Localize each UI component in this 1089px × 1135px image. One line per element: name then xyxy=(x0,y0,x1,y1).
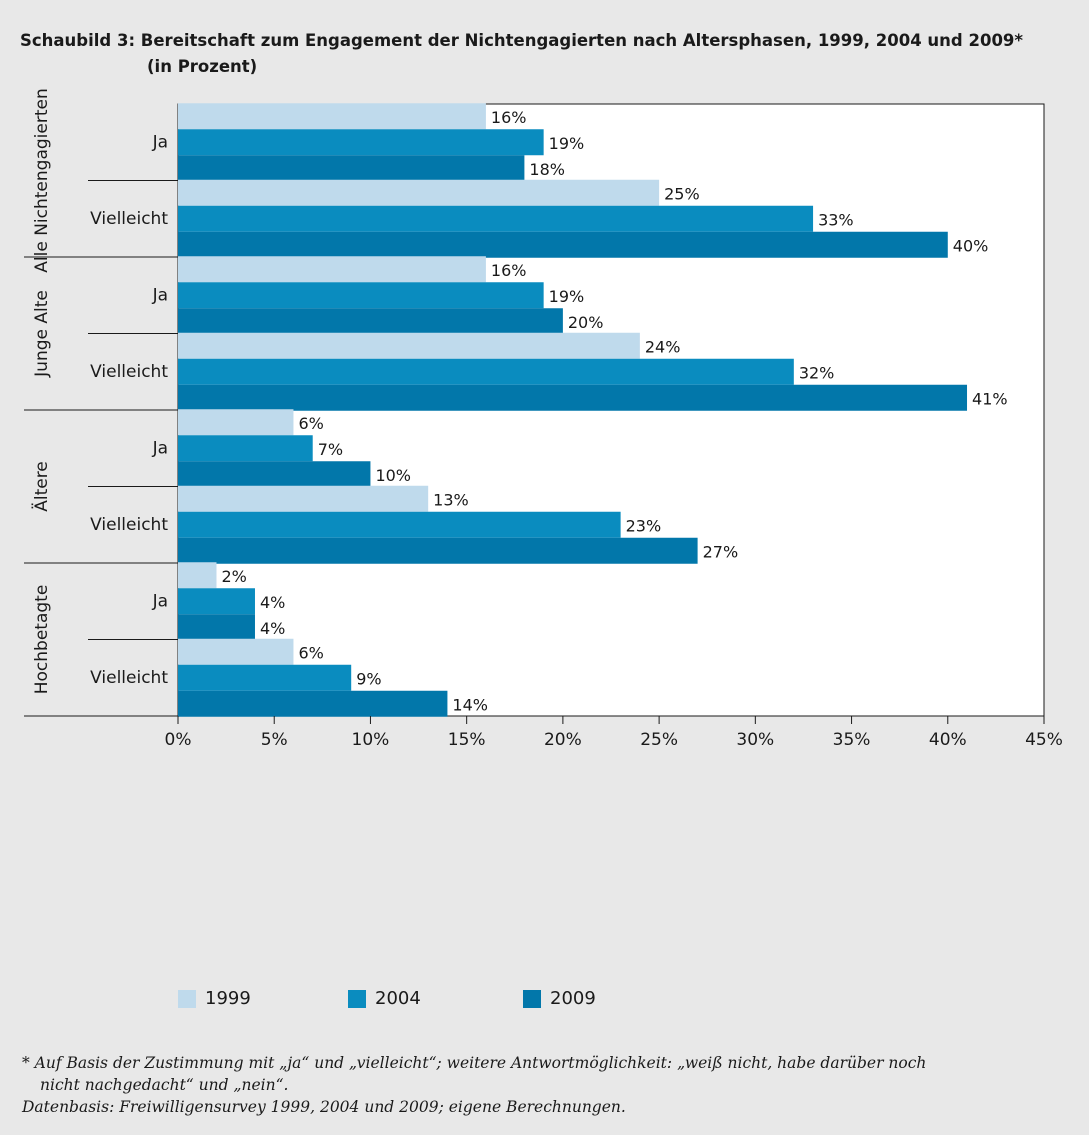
data-label: 41% xyxy=(972,389,1008,408)
bar-2004 xyxy=(178,435,313,462)
data-label: 13% xyxy=(433,490,469,509)
data-label: 40% xyxy=(953,236,989,255)
footnotes: * Auf Basis der Zustimmung mit „ja“ und … xyxy=(22,1052,1072,1118)
bar-2009 xyxy=(178,461,371,488)
data-label: 19% xyxy=(549,134,585,153)
legend-swatch xyxy=(178,989,196,1008)
bar-2009 xyxy=(178,384,968,411)
legend-item-1999: 1999 xyxy=(178,988,251,1009)
bars-layer xyxy=(178,103,968,717)
footnote-line1: * Auf Basis der Zustimmung mit „ja“ und … xyxy=(22,1054,927,1072)
group-label: Junge Alte xyxy=(32,290,52,378)
row-label: Vielleicht xyxy=(90,668,168,688)
data-label: 4% xyxy=(260,593,285,612)
data-label: 2% xyxy=(221,567,246,586)
bar-2004 xyxy=(178,129,544,156)
x-tick-label: 0% xyxy=(165,730,192,750)
group-label: Ältere xyxy=(31,461,52,512)
x-tick-label: 25% xyxy=(640,730,678,750)
row-label: Ja xyxy=(152,438,168,458)
bar-2009 xyxy=(178,690,448,717)
x-tick-label: 5% xyxy=(261,730,288,750)
data-label: 14% xyxy=(452,695,488,714)
data-label: 19% xyxy=(549,287,585,306)
bar-1999 xyxy=(178,256,486,283)
footnote-line2: nicht nachgedacht“ und „nein“. xyxy=(40,1076,289,1094)
bar-1999 xyxy=(178,103,486,130)
bar-2009 xyxy=(178,537,698,564)
bar-1999 xyxy=(178,485,429,512)
data-label: 33% xyxy=(818,210,854,229)
legend-item-2009: 2009 xyxy=(523,988,596,1009)
bar-1999 xyxy=(178,638,294,665)
bar-2009 xyxy=(178,614,255,641)
x-tick-label: 15% xyxy=(448,730,486,750)
row-label: Ja xyxy=(152,285,168,305)
row-label: Ja xyxy=(152,591,168,611)
row-label: Vielleicht xyxy=(90,209,168,229)
data-label: 18% xyxy=(529,160,565,179)
data-label: 16% xyxy=(491,108,527,127)
row-label: Ja xyxy=(152,132,168,152)
data-label: 4% xyxy=(260,619,285,638)
data-label: 27% xyxy=(703,542,739,561)
data-label: 24% xyxy=(645,337,681,356)
bar-2004 xyxy=(178,205,814,232)
data-label: 20% xyxy=(568,313,604,332)
x-tick-label: 20% xyxy=(544,730,582,750)
bar-2004 xyxy=(178,511,621,538)
footnote-source: Datenbasis: Freiwilligensurvey 1999, 200… xyxy=(22,1098,626,1116)
data-label: 10% xyxy=(375,466,411,485)
data-label: 6% xyxy=(298,643,323,662)
row-label: Vielleicht xyxy=(90,515,168,535)
x-tick-label: 10% xyxy=(352,730,390,750)
legend-swatch xyxy=(523,989,541,1008)
bar-2004 xyxy=(178,588,255,615)
bar-2004 xyxy=(178,358,794,385)
bar-2004 xyxy=(178,282,544,309)
chart-title-line2: (in Prozent) xyxy=(147,57,258,76)
bar-chart: Alle Nichtengagierten Ja 16% 19% 18% Vielleic… xyxy=(24,88,1063,750)
data-label: 25% xyxy=(664,184,700,203)
bar-2009 xyxy=(178,308,563,335)
bar-1999 xyxy=(178,409,294,436)
chart-title: Schaubild 3: Bereitschaft zum Engagement… xyxy=(20,28,1080,80)
bar-1999 xyxy=(178,562,217,589)
data-label: 32% xyxy=(799,363,835,382)
bar-1999 xyxy=(178,332,640,359)
data-label: 23% xyxy=(626,516,662,535)
data-label: 16% xyxy=(491,261,527,280)
bar-2009 xyxy=(178,231,948,258)
x-tick-label: 30% xyxy=(736,730,774,750)
bar-1999 xyxy=(178,179,660,206)
group-label: Alle Nichtengagierten xyxy=(32,88,52,272)
row-label: Vielleicht xyxy=(90,362,168,382)
data-label: 7% xyxy=(318,440,343,459)
legend-item-2004: 2004 xyxy=(348,988,421,1009)
x-tick-label: 40% xyxy=(929,730,967,750)
legend-label: 1999 xyxy=(205,988,251,1009)
legend-label: 2009 xyxy=(550,988,596,1009)
bar-2004 xyxy=(178,664,352,691)
bar-2009 xyxy=(178,155,525,182)
labels-layer: Alle Nichtengagierten Ja 16% 19% 18% Vielleic… xyxy=(24,88,1008,714)
data-label: 6% xyxy=(298,414,323,433)
legend-swatch xyxy=(348,989,366,1008)
x-axis: 0% 5% 10% 15% 20% 25% 30% 35% 40% 45% xyxy=(24,715,1063,750)
data-label: 9% xyxy=(356,669,381,688)
legend-label: 2004 xyxy=(375,988,421,1009)
chart-title-line1: Schaubild 3: Bereitschaft zum Engagement… xyxy=(20,31,1024,50)
x-tick-label: 45% xyxy=(1025,730,1063,750)
x-tick-label: 35% xyxy=(833,730,871,750)
group-label: Hochbetagte xyxy=(32,585,52,695)
